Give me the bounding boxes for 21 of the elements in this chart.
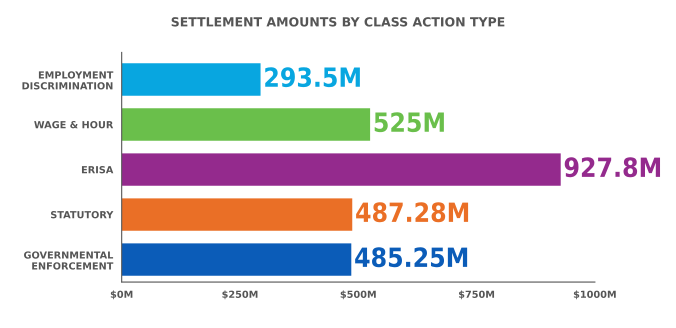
- bar: [122, 243, 352, 276]
- x-tick-label: $250M: [222, 290, 258, 300]
- y-tick-label: GOVERNMENTAL ENFORCEMENT: [24, 251, 114, 270]
- x-tick-label: $0M: [110, 290, 132, 300]
- x-tick-label: $750M: [458, 290, 494, 300]
- x-tick-label: $500M: [340, 290, 376, 300]
- y-tick-label: EMPLOYMENT DISCRIMINATION: [22, 71, 114, 90]
- bar: [122, 198, 352, 231]
- bar: [122, 63, 261, 96]
- y-tick-label: STATUTORY: [50, 211, 114, 218]
- data-label: 485.25M: [355, 247, 468, 268]
- x-tick-label: $1000M: [574, 290, 616, 300]
- bar: [122, 153, 561, 186]
- chart-title: SETTLEMENT AMOUNTS BY CLASS ACTION TYPE: [172, 17, 504, 27]
- y-tick-label: ERISA: [82, 166, 114, 174]
- data-label: 487.28M: [356, 202, 468, 222]
- data-label: 293.5M: [265, 67, 360, 88]
- y-tick-label: WAGE & HOUR: [34, 120, 114, 128]
- data-label: 927.8M: [564, 157, 660, 178]
- bar: [122, 108, 370, 141]
- data-label: 525M: [374, 112, 444, 132]
